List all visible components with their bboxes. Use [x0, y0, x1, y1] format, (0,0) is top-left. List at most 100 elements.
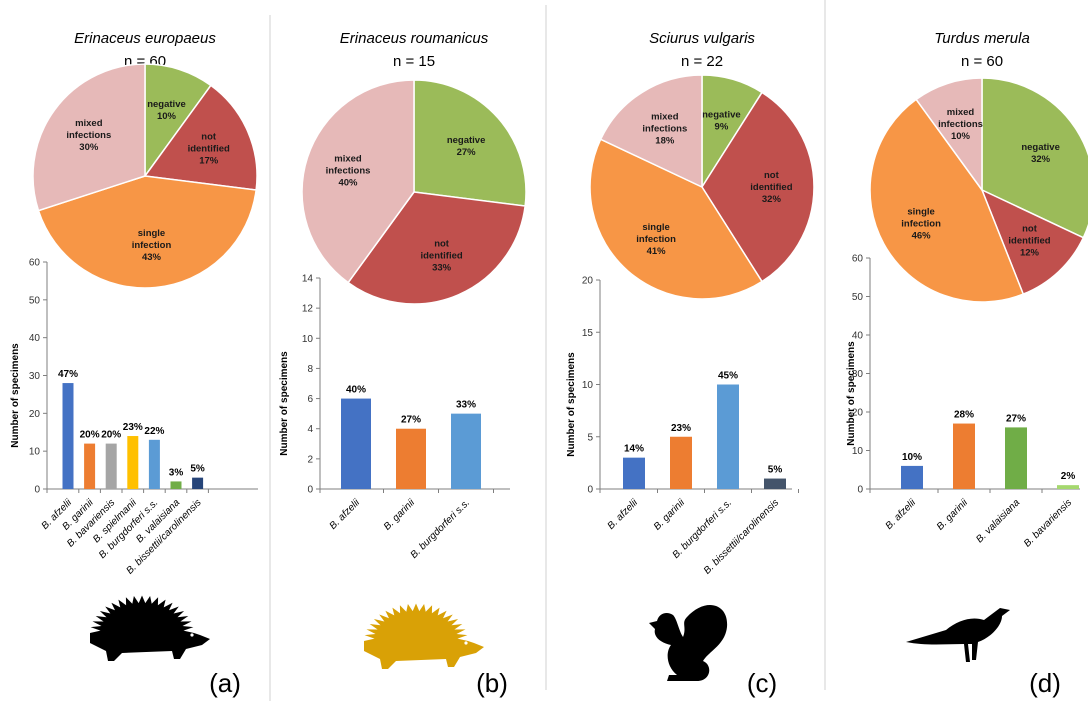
y-tick-label: 30	[29, 371, 41, 382]
y-tick-label: 50	[29, 295, 41, 306]
pie-slice-label-line: not	[1022, 224, 1038, 235]
pie-slice-label-line: negative	[447, 135, 486, 146]
hedgehog-eye	[190, 633, 194, 637]
pie-slice-label-not-identified: not identified 17%	[188, 131, 230, 166]
pie-slice-label-line: single	[907, 207, 934, 218]
pie-slice-label-not-identified: not identified 32%	[750, 170, 792, 205]
pie-slice-label-mixed-infections: mixed infections 18%	[642, 111, 687, 146]
pie-slice-label-line: identified	[188, 143, 230, 154]
pie-slice-label-line: infection	[901, 219, 941, 230]
y-axis-label: Number of specimens	[279, 351, 290, 456]
y-tick-label: 20	[582, 276, 594, 287]
bar-b-afzelii	[62, 383, 74, 489]
pie-slice-single-infection	[589, 138, 764, 300]
y-tick-label: 10	[302, 334, 314, 345]
x-tick-label: B. afzelii	[328, 497, 363, 532]
hedgehog-icon	[90, 595, 210, 661]
pie-slice-label-mixed-infections: mixed infections 30%	[66, 118, 111, 153]
x-tick-label: B. garinii	[382, 497, 418, 533]
y-tick-label: 4	[307, 424, 313, 435]
pie-slice-label-line: identified	[420, 251, 462, 262]
pie-slice-label-line: mixed	[334, 154, 362, 165]
bar-value-label: 5%	[190, 464, 205, 475]
squirrel-icon	[649, 604, 728, 681]
y-tick-label: 6	[307, 394, 313, 405]
y-tick-label: 8	[307, 364, 313, 375]
bar-b-burgdorferi-s-s	[451, 413, 481, 489]
bar-value-label: 33%	[456, 400, 476, 411]
pie-slice-mixed-infections	[599, 74, 703, 189]
pie-slice-label-line: 43%	[142, 252, 162, 263]
pie-slice-label-mixed-infections: mixed infections 10%	[938, 107, 983, 142]
y-tick-label: 5	[587, 432, 593, 443]
y-tick-label: 30	[852, 369, 864, 380]
panel-label: (c)	[747, 668, 777, 698]
y-tick-label: 50	[852, 292, 864, 303]
bar-value-label: 20%	[80, 430, 100, 441]
pie-slice-label-negative: negative 32%	[1021, 142, 1060, 165]
pie-slice-label-single-infection: single infection 41%	[636, 222, 676, 257]
pie-slice-label-line: infections	[642, 123, 687, 134]
x-tick-label: B. garinii	[652, 497, 688, 533]
pie-slice-label-line: 10%	[951, 131, 971, 142]
pie-chart-4: Turdus merula n = 60 negative 32% not identif…	[869, 30, 1088, 698]
pie-title: Erinaceus europaeus	[74, 30, 216, 47]
bar-b-afzelii	[341, 398, 371, 489]
pie-slice-single-infection	[37, 175, 257, 289]
pie-slice-label-line: negative	[1021, 142, 1060, 153]
pie-subtitle: n = 60	[961, 53, 1003, 70]
y-axis-label: Number of specimens	[566, 352, 577, 457]
pie-slice-label-line: single	[138, 228, 165, 239]
bar-value-label: 23%	[123, 422, 143, 433]
pie-slice-mixed-infections	[301, 79, 415, 284]
bar-chart-3: 0 5 10 15 20 Number of specimens 14% B. afzelii…	[566, 276, 799, 577]
panel-label: (d)	[1029, 668, 1061, 698]
pie-slice-label-line: 30%	[79, 142, 99, 153]
y-tick-label: 0	[857, 485, 863, 496]
squirrel-body	[649, 604, 728, 681]
pie-slice-not-identified	[701, 91, 815, 283]
panel-label: (b)	[476, 668, 508, 698]
x-tick-label: B. bavariensis	[1022, 497, 1074, 549]
pie-slice-label-not-identified: not identified 12%	[1008, 224, 1050, 259]
pie-slice-label-line: infections	[326, 166, 371, 177]
bar-b-bavariensis	[105, 443, 117, 489]
pie-slice-label-line: negative	[147, 99, 186, 110]
pie-slice-label-negative: negative 27%	[447, 135, 486, 158]
pie-title: Erinaceus roumanicus	[340, 30, 489, 47]
pie-slice-label-line: 40%	[338, 178, 358, 189]
pie-slice-negative	[413, 79, 527, 207]
y-axis-label: Number of specimens	[10, 343, 21, 448]
bar-b-valaisiana	[170, 481, 182, 489]
bar-b-burgdorferi-s-s	[717, 384, 739, 489]
pie-slice-label-not-identified: not identified 33%	[420, 239, 462, 274]
y-tick-label: 60	[852, 254, 864, 265]
bar-value-label: 40%	[346, 385, 366, 396]
panel-label: (a)	[209, 668, 241, 698]
pie-chart-3: Sciurus vulgaris n = 22 negative 9% not ident…	[589, 30, 815, 698]
bar-value-label: 27%	[1006, 413, 1026, 424]
pie-slice-label-line: single	[642, 222, 669, 233]
pie-slice-label-line: 17%	[199, 155, 219, 166]
bar-b-afzelii	[623, 457, 645, 489]
bar-b-garinii	[84, 443, 96, 489]
bar-value-label: 2%	[1061, 471, 1076, 482]
pie-slice-label-line: negative	[702, 109, 741, 120]
y-tick-label: 10	[582, 380, 594, 391]
y-tick-label: 0	[587, 485, 593, 496]
bar-b-garinii	[953, 423, 975, 489]
pie-slice-label-line: mixed	[947, 107, 975, 118]
hedgehog-icon	[364, 603, 484, 669]
pie-title: Turdus merula	[934, 30, 1030, 47]
pie-slice-label-mixed-infections: mixed infections 40%	[326, 154, 371, 189]
bar-chart-2: 0 2 4 6 8 10 12 14 Number of specimens 40% B. afze…	[279, 274, 510, 561]
pie-slice-negative	[981, 77, 1088, 239]
bar-value-label: 5%	[768, 465, 783, 476]
pie-slice-mixed-infections	[915, 77, 983, 193]
pie-slice-label-line: 33%	[432, 263, 452, 274]
hedgehog-eye	[464, 641, 468, 645]
bar-value-label: 28%	[954, 410, 974, 421]
